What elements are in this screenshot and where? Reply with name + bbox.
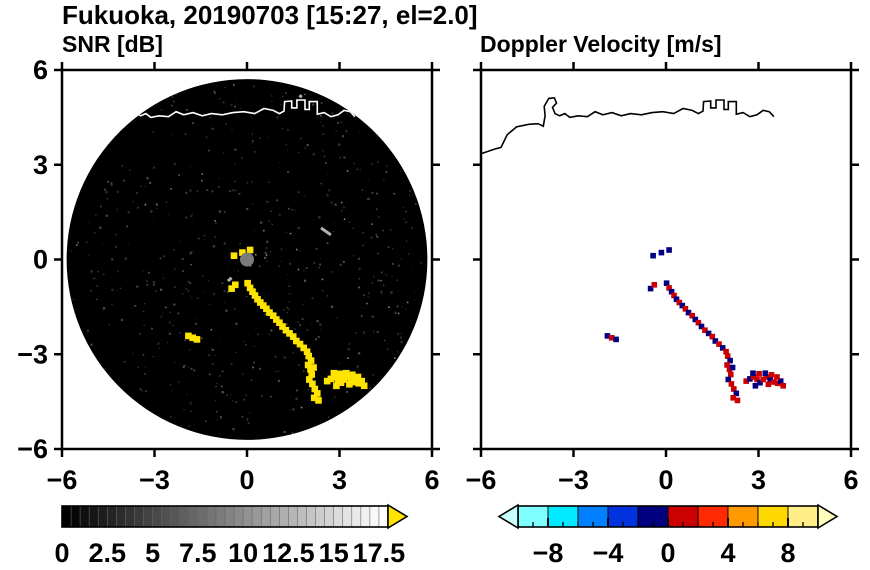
velocity-cbar-tick-label: 8 xyxy=(780,538,795,568)
x-tick-label: 3 xyxy=(332,465,347,495)
snr-cbar-tick-label: 15 xyxy=(319,538,349,568)
snr-panel: −6 −3 0 3 6 −6 −3 0 3 6 xyxy=(17,55,440,495)
snr-cbar-tick-label: 2.5 xyxy=(89,538,127,568)
snr-noise-speckle xyxy=(70,84,423,436)
velocity-panel-title: Doppler Velocity [m/s] xyxy=(480,31,722,57)
x-tick-label: −6 xyxy=(47,465,78,495)
snr-colorbar-over-arrow xyxy=(387,503,409,530)
x-tick-label: −3 xyxy=(139,465,170,495)
snr-cbar-tick-label: 7.5 xyxy=(179,538,217,568)
snr-cbar-tick-label: 5 xyxy=(145,538,160,568)
y-tick-label: 6 xyxy=(33,55,48,85)
x-tick-label: 3 xyxy=(751,465,766,495)
velocity-echo xyxy=(604,247,786,404)
figure-title: Fukuoka, 20190703 [15:27, el=2.0] xyxy=(62,0,478,30)
y-tick-label: 3 xyxy=(33,150,48,180)
x-tick-label: 6 xyxy=(424,465,439,495)
y-tick-label: 0 xyxy=(33,245,48,275)
snr-cbar-tick-label: 12.5 xyxy=(262,538,315,568)
velocity-cbar-tick-label: −8 xyxy=(533,538,564,568)
velocity-cbar-tick-label: −4 xyxy=(593,538,624,568)
velocity-cbar-tick-label: 4 xyxy=(720,538,735,568)
snr-cbar-tick-label: 0 xyxy=(54,538,69,568)
x-tick-label: 0 xyxy=(658,465,673,495)
snr-echo xyxy=(185,246,368,404)
x-tick-label: 6 xyxy=(843,465,858,495)
snr-gray-marks xyxy=(226,94,332,283)
snr-cbar-tick-label: 10 xyxy=(228,538,258,568)
coastline-velocity xyxy=(480,96,775,155)
snr-colorbar: 0 2.5 5 7.5 10 12.5 15 17.5 xyxy=(54,503,409,568)
y-tick-label: −3 xyxy=(17,339,48,369)
velocity-panel: −6 −3 0 3 6 xyxy=(466,62,859,495)
x-tick-label: −3 xyxy=(558,465,589,495)
y-tick-label: −6 xyxy=(17,434,48,464)
x-tick-label: 0 xyxy=(239,465,254,495)
velocity-colorbar: −8 −4 0 4 8 xyxy=(497,503,839,568)
velocity-colorbar-over-arrow xyxy=(817,503,839,530)
velocity-cbar-tick-label: 0 xyxy=(660,538,675,568)
snr-cbar-tick-label: 17.5 xyxy=(353,538,406,568)
snr-panel-title: SNR [dB] xyxy=(62,31,163,57)
radar-site-dot xyxy=(240,252,254,267)
velocity-colorbar-under-arrow xyxy=(497,503,519,530)
x-tick-label: −6 xyxy=(466,465,497,495)
